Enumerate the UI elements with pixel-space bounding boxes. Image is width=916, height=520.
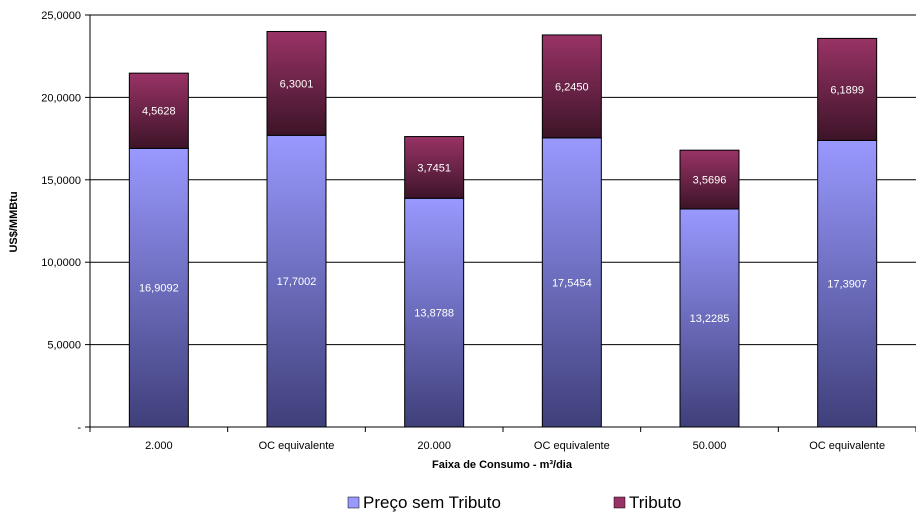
bar-preco-sem-tributo [541, 137, 602, 428]
bar-preco-sem-tributo [679, 208, 740, 428]
bars [128, 30, 878, 428]
y-tick-label: 20,0000 [41, 92, 81, 104]
data-label: 6,1899 [830, 84, 864, 96]
data-label: 17,5454 [552, 277, 592, 289]
bar-preco-sem-tributo [817, 139, 878, 428]
data-label: 13,8788 [414, 308, 454, 320]
data-label: 4,5628 [142, 106, 176, 118]
legend-label-preco-sem-tributo: Preço sem Tributo [363, 493, 501, 512]
x-tick-label: OC equivalente [809, 440, 885, 452]
axes: - 5,0000 10,0000 15,0000 20,0000 25,0000 2.000… [41, 10, 916, 452]
bar-tributo [128, 72, 189, 149]
legend-swatch-preco-sem-tributo [347, 496, 360, 509]
legend-swatch-tributo [613, 496, 626, 509]
data-label: 3,5696 [693, 175, 727, 187]
y-axis-title: US$/MMBtu [8, 191, 20, 252]
data-labels: 16,9092 4,5628 17,7002 6,3001 13,8788 3,7451 1… [139, 78, 867, 325]
data-label: 16,9092 [139, 283, 179, 295]
y-tick-label: - [77, 422, 81, 434]
legend: Preço sem Tributo Tributo [347, 493, 681, 512]
x-tick-label: OC equivalente [534, 440, 610, 452]
bar-preco-sem-tributo [128, 147, 189, 428]
x-tick-label: 2.000 [145, 440, 173, 452]
y-tick-label: 25,0000 [41, 10, 81, 22]
bar-tributo [541, 34, 602, 139]
bar-tributo [817, 37, 878, 141]
y-tick-label: 10,0000 [41, 257, 81, 269]
gridlines [90, 14, 916, 346]
x-axis-title: Faixa de Consumo - m³/dia [432, 459, 573, 471]
data-label: 17,3907 [827, 279, 867, 291]
data-label: 13,2285 [690, 313, 730, 325]
x-tick-label: 50.000 [693, 440, 727, 452]
data-label: 6,2450 [555, 81, 589, 93]
y-tick-label: 5,0000 [47, 340, 81, 352]
data-label: 17,7002 [277, 276, 317, 288]
x-tick-label: 20.000 [417, 440, 451, 452]
x-tick-label: OC equivalente [259, 440, 335, 452]
legend-label-tributo: Tributo [629, 493, 681, 512]
data-label: 6,3001 [280, 78, 314, 90]
data-label: 3,7451 [417, 162, 451, 174]
bar-tributo [679, 149, 740, 210]
bar-tributo [266, 30, 327, 136]
y-tick-label: 15,0000 [41, 175, 81, 187]
bar-tributo [404, 136, 465, 199]
